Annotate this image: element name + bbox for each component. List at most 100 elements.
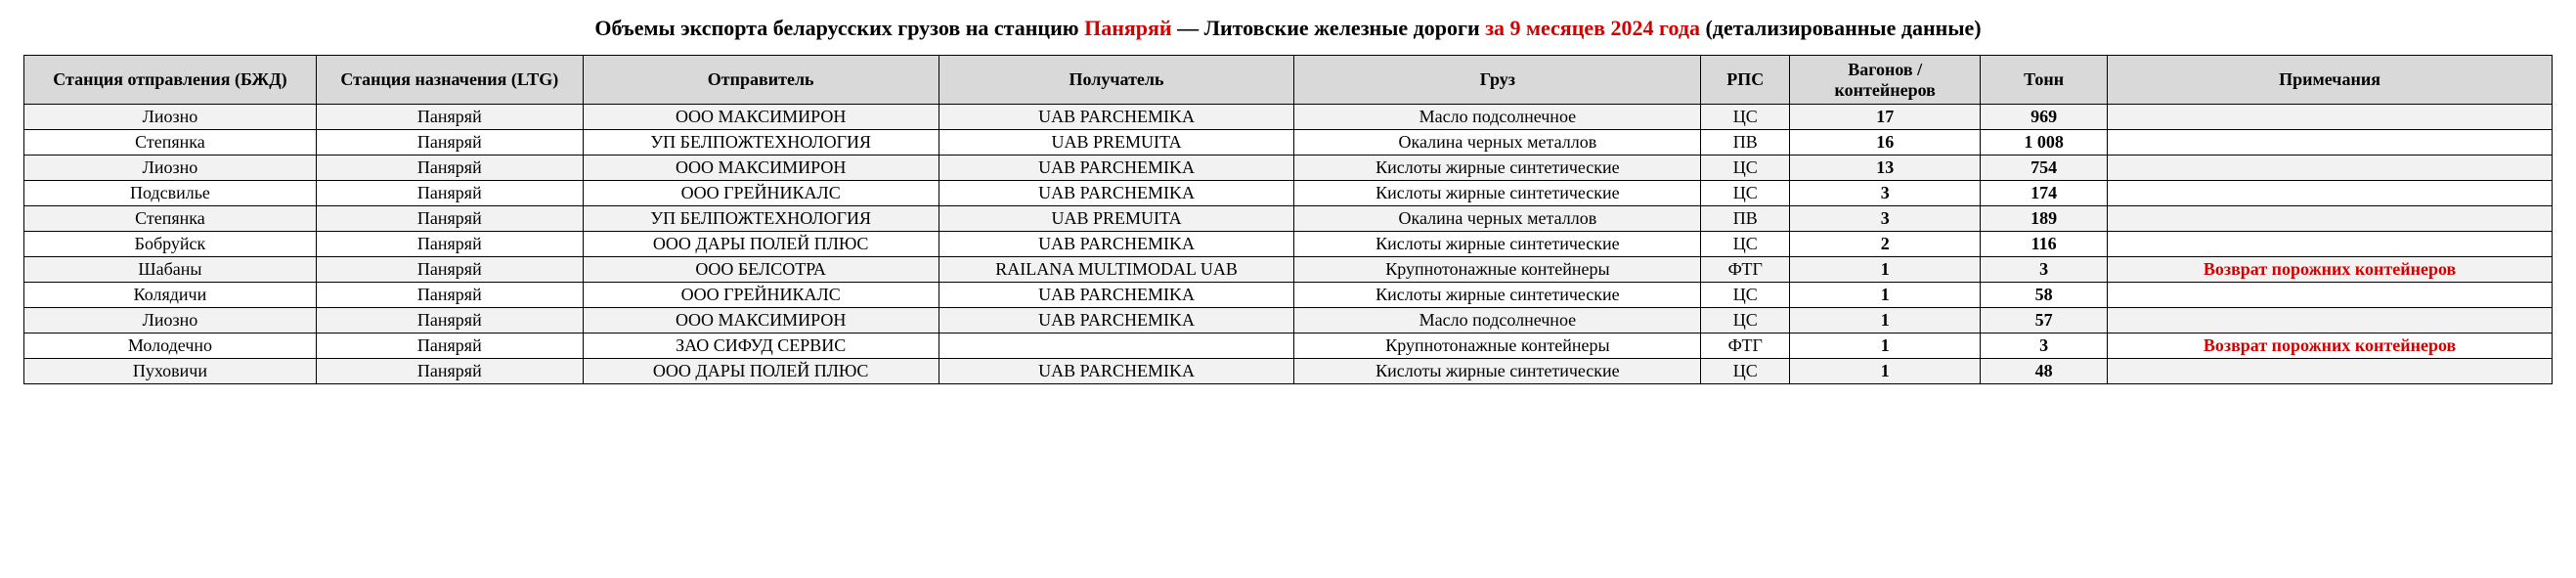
cell-wagons: 1 [1790,257,1981,283]
cell-rps: ЦС [1701,105,1790,130]
table-row: ПуховичиПаняряйООО ДАРЫ ПОЛЕЙ ПЛЮСUAB PA… [24,359,2553,384]
table-row: БобруйскПаняряйООО ДАРЫ ПОЛЕЙ ПЛЮСUAB PA… [24,232,2553,257]
cell-cargo: Масло подсолнечное [1294,308,1701,333]
cell-cargo: Окалина черных металлов [1294,206,1701,232]
title-part3: (детализированные данные) [1700,16,1982,40]
cell-dest: Паняряй [316,257,583,283]
cell-wagons: 16 [1790,130,1981,156]
cell-rps: ЦС [1701,308,1790,333]
cell-tons: 174 [1981,181,2108,206]
cell-dest: Паняряй [316,130,583,156]
table-row: СтепянкаПаняряйУП БЕЛПОЖТЕХНОЛОГИЯUAB PR… [24,206,2553,232]
cell-wagons: 3 [1790,181,1981,206]
cell-rps: ЦС [1701,232,1790,257]
cell-recv: UAB PARCHEMIKA [939,283,1294,308]
col-recv: Получатель [939,56,1294,105]
cell-origin: Колядичи [24,283,317,308]
title-period: за 9 месяцев 2024 года [1485,16,1700,40]
cell-origin: Лиозно [24,105,317,130]
cell-note [2108,308,2553,333]
cell-rps: ПВ [1701,206,1790,232]
cell-tons: 1 008 [1981,130,2108,156]
cell-note [2108,105,2553,130]
table-row: ЛиозноПаняряйООО МАКСИМИРОНUAB PARCHEMIK… [24,105,2553,130]
cell-origin: Пуховичи [24,359,317,384]
cell-recv: UAB PREMUITA [939,206,1294,232]
cell-recv: UAB PARCHEMIKA [939,181,1294,206]
cell-rps: ФТГ [1701,257,1790,283]
cell-rps: ЦС [1701,359,1790,384]
table-header-row: Станция отправления (БЖД) Станция назнач… [24,56,2553,105]
table-row: КолядичиПаняряйООО ГРЕЙНИКАЛСUAB PARCHEM… [24,283,2553,308]
table-row: ШабаныПаняряйООО БЕЛСОТРАRAILANA MULTIMO… [24,257,2553,283]
cell-tons: 189 [1981,206,2108,232]
cell-sender: ООО МАКСИМИРОН [583,308,939,333]
cell-origin: Степянка [24,206,317,232]
table-row: ЛиозноПаняряйООО МАКСИМИРОНUAB PARCHEMIK… [24,308,2553,333]
report-title: Объемы экспорта беларусских грузов на ст… [23,16,2553,41]
cell-sender: ООО БЕЛСОТРА [583,257,939,283]
cell-note [2108,359,2553,384]
cell-cargo: Кислоты жирные синтетические [1294,359,1701,384]
cell-tons: 57 [1981,308,2108,333]
cell-cargo: Крупнотонажные контейнеры [1294,333,1701,359]
cell-note [2108,283,2553,308]
table-row: СтепянкаПаняряйУП БЕЛПОЖТЕХНОЛОГИЯUAB PR… [24,130,2553,156]
cell-dest: Паняряй [316,232,583,257]
col-cargo: Груз [1294,56,1701,105]
title-station: Паняряй [1084,16,1172,40]
cell-wagons: 1 [1790,283,1981,308]
cell-dest: Паняряй [316,206,583,232]
cell-wagons: 3 [1790,206,1981,232]
cell-recv: UAB PARCHEMIKA [939,359,1294,384]
cell-cargo: Масло подсолнечное [1294,105,1701,130]
cell-sender: УП БЕЛПОЖТЕХНОЛОГИЯ [583,206,939,232]
col-dest: Станция назначения (LTG) [316,56,583,105]
col-wagons: Вагонов / контейнеров [1790,56,1981,105]
cell-rps: ПВ [1701,130,1790,156]
cell-rps: ЦС [1701,181,1790,206]
cell-dest: Паняряй [316,156,583,181]
cell-tons: 3 [1981,257,2108,283]
cell-tons: 3 [1981,333,2108,359]
cell-origin: Подсвилье [24,181,317,206]
cell-tons: 48 [1981,359,2108,384]
cell-note [2108,232,2553,257]
cell-wagons: 17 [1790,105,1981,130]
cell-cargo: Окалина черных металлов [1294,130,1701,156]
cell-sender: ООО ДАРЫ ПОЛЕЙ ПЛЮС [583,359,939,384]
table-row: МолодечноПаняряйЗАО СИФУД СЕРВИСКрупното… [24,333,2553,359]
cell-cargo: Кислоты жирные синтетические [1294,181,1701,206]
cell-note [2108,130,2553,156]
cell-tons: 969 [1981,105,2108,130]
cell-origin: Лиозно [24,156,317,181]
cell-note [2108,206,2553,232]
cell-dest: Паняряй [316,283,583,308]
cell-origin: Шабаны [24,257,317,283]
cell-sender: ООО МАКСИМИРОН [583,105,939,130]
table-row: ПодсвильеПаняряйООО ГРЕЙНИКАЛСUAB PARCHE… [24,181,2553,206]
cell-sender: ЗАО СИФУД СЕРВИС [583,333,939,359]
export-table: Станция отправления (БЖД) Станция назнач… [23,55,2553,384]
col-rps: РПС [1701,56,1790,105]
cell-note: Возврат порожних контейнеров [2108,257,2553,283]
cell-note [2108,181,2553,206]
cell-origin: Степянка [24,130,317,156]
cell-cargo: Крупнотонажные контейнеры [1294,257,1701,283]
cell-wagons: 2 [1790,232,1981,257]
cell-wagons: 1 [1790,308,1981,333]
cell-origin: Бобруйск [24,232,317,257]
cell-sender: УП БЕЛПОЖТЕХНОЛОГИЯ [583,130,939,156]
cell-cargo: Кислоты жирные синтетические [1294,283,1701,308]
col-sender: Отправитель [583,56,939,105]
title-part2: — Литовские железные дороги [1172,16,1486,40]
cell-tons: 754 [1981,156,2108,181]
cell-origin: Молодечно [24,333,317,359]
cell-sender: ООО ДАРЫ ПОЛЕЙ ПЛЮС [583,232,939,257]
cell-dest: Паняряй [316,359,583,384]
cell-recv: UAB PARCHEMIKA [939,156,1294,181]
cell-origin: Лиозно [24,308,317,333]
cell-wagons: 13 [1790,156,1981,181]
title-part1: Объемы экспорта беларусских грузов на ст… [594,16,1084,40]
cell-dest: Паняряй [316,181,583,206]
